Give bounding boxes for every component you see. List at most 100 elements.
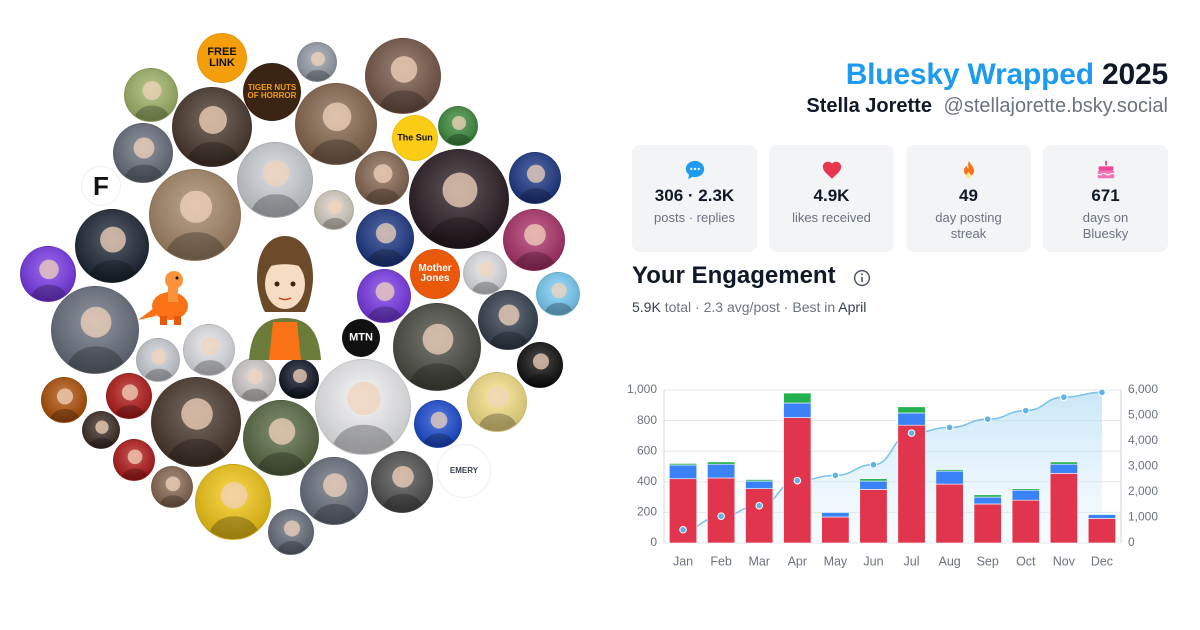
replies-bar <box>745 480 774 489</box>
reposts-bar <box>1049 461 1078 465</box>
info-icon[interactable] <box>853 269 871 287</box>
x-tick-label: Jul <box>904 554 920 568</box>
reposts-bar <box>707 461 736 465</box>
follower-logo-avatar[interactable]: F <box>81 166 121 206</box>
follower-avatar[interactable] <box>414 400 462 448</box>
likes-bar <box>1011 499 1040 544</box>
follower-avatar[interactable] <box>509 152 561 204</box>
reposts-bar <box>935 469 964 472</box>
person-silhouette-icon <box>321 200 349 229</box>
person-silhouette-icon <box>114 384 146 418</box>
follower-avatar[interactable] <box>355 151 409 205</box>
follower-avatar[interactable] <box>517 342 563 388</box>
follower-avatar[interactable] <box>409 149 509 249</box>
person-silhouette-icon <box>164 190 228 260</box>
person-silhouette-icon <box>513 223 557 270</box>
user-line: Stella Jorette @stellajorette.bsky.socia… <box>806 95 1168 118</box>
follower-avatar[interactable] <box>297 42 337 82</box>
follower-logo-avatar[interactable]: TIGER NUTS OF HORROR <box>243 63 301 121</box>
x-tick-label: Oct <box>1016 554 1036 568</box>
y-tick-label: 200 <box>637 505 657 519</box>
follower-avatar[interactable] <box>237 142 313 218</box>
follower-logo-avatar[interactable]: MTN <box>342 319 380 357</box>
avatar-logo-text: Mother Jones <box>418 263 452 284</box>
follower-avatar[interactable] <box>151 377 241 467</box>
follower-avatar[interactable] <box>315 359 411 455</box>
person-silhouette-icon <box>366 282 404 322</box>
avatar-logo-text: The Sun <box>397 132 433 143</box>
avatar-logo-text: EMERY <box>449 466 479 475</box>
stat-label: days on Bluesky <box>1082 210 1129 241</box>
follower-avatar[interactable] <box>314 190 354 230</box>
stat-streak-card: 49 day posting streak <box>906 145 1031 252</box>
person-silhouette-icon <box>525 353 557 387</box>
fire-icon <box>963 160 974 179</box>
person-silhouette-icon <box>158 476 188 507</box>
person-silhouette-icon <box>255 418 309 475</box>
cumulative-point <box>1098 388 1106 397</box>
x-tick-label: Jun <box>863 554 883 568</box>
follower-avatar[interactable] <box>172 87 252 167</box>
follower-avatar[interactable] <box>503 209 565 271</box>
follower-logo-avatar[interactable]: EMERY <box>437 444 491 498</box>
follower-avatar[interactable] <box>243 400 319 476</box>
person-silhouette-icon <box>249 160 303 217</box>
follower-avatar[interactable] <box>183 324 235 376</box>
follower-avatar[interactable] <box>365 38 441 114</box>
follower-avatar[interactable] <box>113 123 173 183</box>
follower-avatar[interactable] <box>82 411 120 449</box>
x-tick-label: Nov <box>1053 554 1076 568</box>
follower-avatar[interactable] <box>136 338 180 382</box>
follower-avatar[interactable] <box>393 303 481 391</box>
follower-avatar[interactable] <box>438 106 478 146</box>
follower-avatar[interactable] <box>124 68 178 122</box>
replies-bar <box>897 412 926 426</box>
engagement-chart: 0 200 400 600 800 1,000 0 1,000 2,000 3,000 4,000 5… <box>627 382 1158 568</box>
follower-avatar[interactable] <box>20 246 76 302</box>
follower-avatar[interactable] <box>41 377 87 423</box>
follower-avatar[interactable] <box>232 358 276 402</box>
follower-avatar[interactable] <box>75 209 149 283</box>
person-silhouette-icon <box>470 261 502 294</box>
follower-avatar[interactable] <box>356 209 414 267</box>
replies-bar <box>1011 489 1040 501</box>
likes-bar <box>707 477 736 544</box>
avatar-logo-text: F <box>93 171 109 201</box>
y-tick-label: 1,000 <box>627 382 657 396</box>
follower-avatar[interactable] <box>106 373 152 419</box>
follower-avatar[interactable] <box>149 169 241 261</box>
person-silhouette-icon <box>445 116 473 145</box>
follower-avatar[interactable] <box>279 359 319 399</box>
replies-bar <box>859 480 888 490</box>
follower-avatar[interactable] <box>357 269 411 323</box>
reposts-bar <box>745 479 774 482</box>
follower-avatar[interactable] <box>151 466 193 508</box>
person-silhouette-icon <box>143 348 175 381</box>
follower-avatar[interactable] <box>463 251 507 295</box>
follower-logo-avatar[interactable]: The Sun <box>392 115 438 161</box>
follower-avatar[interactable] <box>113 439 155 481</box>
y2-tick-label: 3,000 <box>1128 459 1158 473</box>
follower-avatar[interactable] <box>478 290 538 350</box>
stat-value: 4.9K <box>813 186 850 205</box>
display-name: Stella Jorette <box>806 95 932 117</box>
follower-avatar[interactable] <box>300 457 368 525</box>
follower-avatar[interactable] <box>268 509 314 555</box>
likes-bar <box>1049 473 1078 544</box>
person-silhouette-icon <box>488 304 530 349</box>
follower-logo-avatar[interactable]: Mother Jones <box>410 249 460 299</box>
x-tick-label: Feb <box>710 554 732 568</box>
follower-avatar[interactable] <box>536 272 580 316</box>
replies-bar <box>821 512 850 518</box>
avatar-logo-text: FREE LINK <box>207 46 237 69</box>
follower-avatar[interactable] <box>295 83 377 165</box>
follower-avatar[interactable] <box>51 286 139 374</box>
person-silhouette-icon <box>286 369 314 398</box>
follower-logo-avatar[interactable]: FREE LINK <box>197 33 247 83</box>
brand-title: Bluesky Wrapped <box>845 58 1094 91</box>
follower-avatar[interactable] <box>467 372 527 432</box>
follower-avatar[interactable] <box>371 451 433 513</box>
person-silhouette-icon <box>366 223 406 266</box>
reposts-bar <box>973 494 1002 498</box>
follower-avatar[interactable] <box>195 464 271 540</box>
